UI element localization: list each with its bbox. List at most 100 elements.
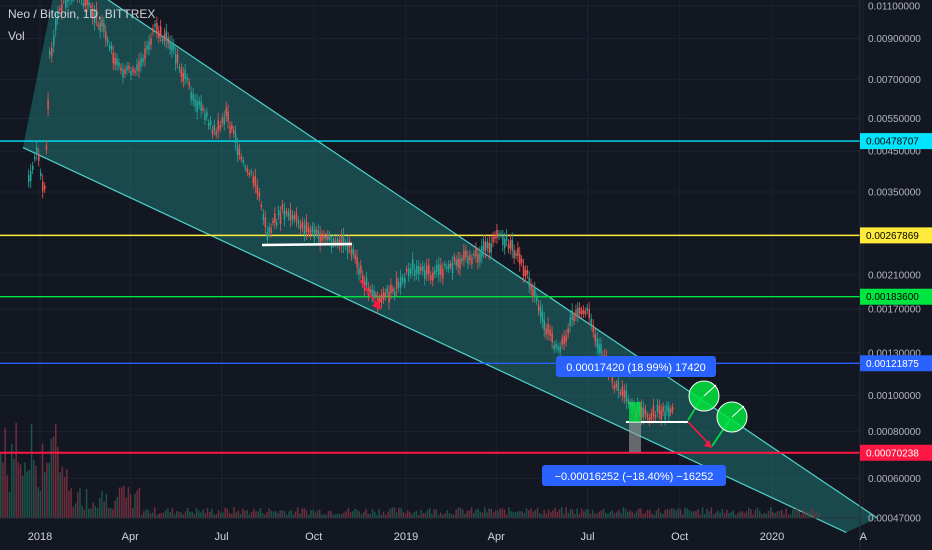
candle-body [486, 242, 489, 249]
volume-bar [371, 508, 374, 518]
volume-bar [664, 509, 666, 518]
candle-body [227, 111, 229, 122]
candle-body [559, 346, 561, 352]
volume-bar [803, 508, 805, 518]
volume-bar [226, 508, 229, 518]
candle-body [592, 324, 595, 333]
candle-body [382, 292, 385, 299]
volume-bar [818, 512, 820, 518]
price-axis[interactable]: 0.01100000 0.00900000 0.00700000 0.00550000… [859, 0, 932, 550]
volume-bar [147, 509, 149, 518]
volume-bar [237, 510, 240, 518]
volume-bar [26, 471, 28, 518]
volume-bar [451, 514, 453, 518]
candle-body [584, 311, 587, 315]
volume-bar [24, 462, 26, 518]
measure-down-label-box [542, 465, 726, 486]
volume-bar [308, 514, 310, 518]
volume-bar [107, 508, 110, 518]
candle-body [360, 265, 362, 273]
volume-bar [360, 514, 363, 518]
volume-bar [488, 508, 490, 518]
candle-body [505, 234, 508, 241]
y-tick-label: 0.00550000 [868, 114, 921, 125]
candle-body [496, 229, 498, 238]
volume-bar [814, 513, 816, 518]
volume-bar [13, 459, 15, 518]
volume-bar [358, 511, 361, 518]
volume-bar [132, 508, 134, 518]
candle-body [520, 259, 523, 263]
candle-body [225, 107, 228, 116]
volume-bar [48, 462, 50, 518]
candle-body [270, 227, 272, 234]
time-axis[interactable]: 2018 Apr Jul Oct 2019 Apr Jul Oct 2020 A [0, 517, 868, 543]
candle-body [57, 11, 59, 20]
candle-body [184, 70, 186, 79]
candle-body [268, 227, 270, 233]
candle-body [236, 144, 239, 155]
volume-bar [336, 513, 339, 518]
candle-body [668, 407, 670, 417]
volume-bar [523, 512, 526, 518]
volume-bar [110, 508, 112, 518]
volume-bar [332, 514, 334, 518]
volume-bar [393, 507, 396, 518]
volume-bar [376, 514, 378, 518]
volume-bar [411, 514, 413, 518]
volume-bar [0, 453, 2, 518]
volume-bar [468, 510, 471, 518]
candle-body [215, 131, 217, 135]
volume-bar [618, 509, 620, 518]
candle-body [500, 233, 502, 236]
volume-bar [28, 469, 31, 518]
volume-bar [712, 514, 715, 518]
x-tick-label: Apr [488, 531, 505, 543]
volume-bar [338, 514, 341, 518]
volume-bar [589, 513, 592, 518]
volume-bar [261, 513, 264, 518]
volume-bar [611, 510, 614, 518]
candle-body [412, 259, 414, 270]
candle-body [196, 101, 198, 113]
y-tick-label: 0.00060000 [868, 474, 921, 485]
volume-bar [805, 511, 807, 518]
volume-bar [693, 511, 695, 518]
horizontal-levels [0, 140, 860, 454]
measure-up-box [629, 402, 641, 422]
volume-bar [292, 514, 295, 518]
volume-bar [367, 513, 369, 518]
y-tick-label: 0.00047000 [868, 514, 921, 525]
candle-body [534, 288, 536, 297]
volume-bar [574, 514, 576, 518]
volume-bar [193, 513, 196, 518]
candle-body [378, 298, 381, 303]
candle-body [281, 204, 284, 210]
candle-body [234, 132, 237, 144]
candle-body [551, 332, 553, 343]
volume-bar [297, 507, 299, 518]
volume-bar [800, 514, 803, 518]
volume-bar [94, 505, 97, 518]
volume-bar [517, 511, 519, 518]
volume-bar [796, 507, 798, 518]
volume-bar [776, 511, 779, 518]
volume-bar [143, 511, 145, 518]
volume-bar [255, 511, 257, 518]
volume-bar [257, 511, 259, 518]
volume-bar [57, 446, 59, 518]
candle-body [519, 254, 521, 265]
volume-bar [620, 513, 622, 518]
volume-bar [85, 488, 88, 518]
volume-bar [6, 475, 9, 518]
volume-bar [420, 510, 422, 518]
volume-bar [281, 510, 284, 518]
candle-body [311, 226, 314, 232]
volume-bar [239, 514, 242, 518]
volume-bar [242, 508, 244, 518]
projection-down-arrow-head [704, 440, 712, 448]
volume-bar [633, 513, 636, 518]
candle-body [221, 118, 223, 123]
candle-body [650, 413, 653, 420]
